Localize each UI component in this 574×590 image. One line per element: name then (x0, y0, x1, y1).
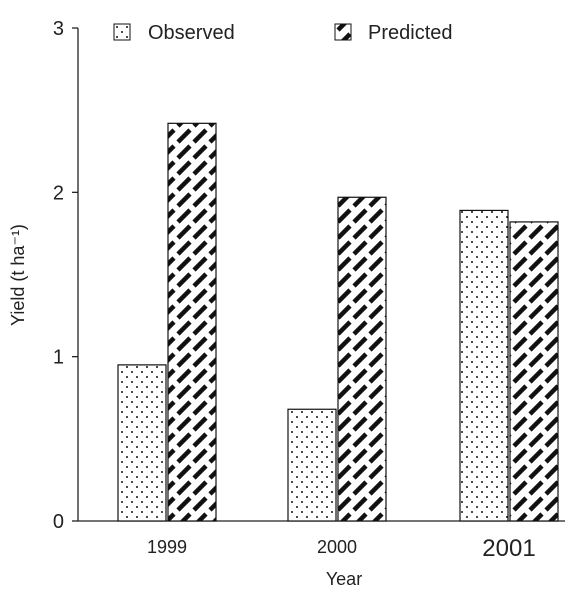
y-tick-label: 1 (53, 347, 64, 369)
bar-observed-1999 (117, 364, 167, 522)
y-axis-title: Yield (t ha⁻¹) (8, 224, 28, 326)
legend-label-predicted: Predicted (368, 22, 453, 44)
legend-label-observed: Observed (148, 22, 235, 44)
legend-swatch-observed (113, 23, 131, 41)
x-tick-labels: 1999 2000 2001 (147, 535, 536, 562)
legend-swatch-predicted (334, 23, 352, 41)
bar-observed-2001 (459, 209, 509, 522)
y-tick-label: 0 (53, 511, 64, 533)
legend: Observed Predicted (113, 22, 453, 44)
x-tick-label-1999: 1999 (147, 537, 187, 557)
y-tick-labels: 0 1 2 3 (53, 18, 78, 533)
y-tick-label: 2 (53, 182, 64, 204)
bar-predicted-2001 (509, 221, 559, 522)
x-tick-label-2001: 2001 (482, 535, 535, 562)
x-axis-title: Year (326, 569, 362, 589)
y-tick-label: 3 (53, 18, 64, 40)
x-tick-label-2000: 2000 (317, 537, 357, 557)
bar-predicted-2000 (337, 196, 387, 522)
bar-observed-2000 (287, 408, 337, 522)
bar-predicted-1999 (167, 122, 217, 522)
bars (117, 122, 559, 522)
